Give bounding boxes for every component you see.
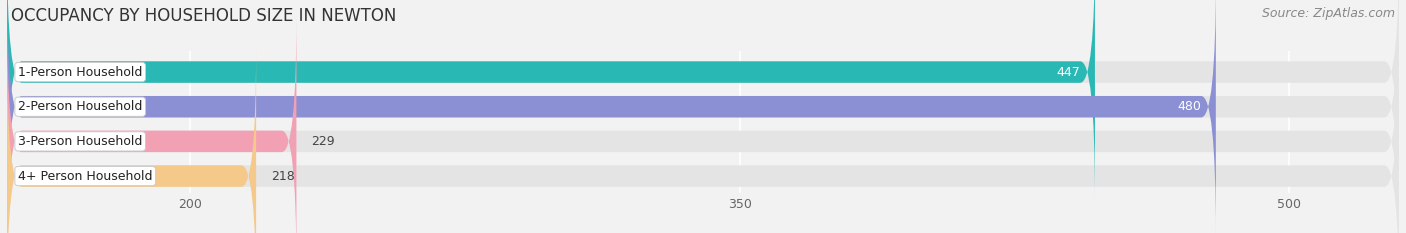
Text: 4+ Person Household: 4+ Person Household <box>18 170 152 183</box>
Text: 218: 218 <box>271 170 294 183</box>
FancyBboxPatch shape <box>7 0 1399 200</box>
Text: OCCUPANCY BY HOUSEHOLD SIZE IN NEWTON: OCCUPANCY BY HOUSEHOLD SIZE IN NEWTON <box>11 7 396 25</box>
Text: 2-Person Household: 2-Person Household <box>18 100 142 113</box>
Text: 229: 229 <box>311 135 335 148</box>
FancyBboxPatch shape <box>7 14 1399 233</box>
Text: 480: 480 <box>1177 100 1201 113</box>
Text: 3-Person Household: 3-Person Household <box>18 135 142 148</box>
Text: 1-Person Household: 1-Person Household <box>18 65 142 79</box>
FancyBboxPatch shape <box>7 0 1095 200</box>
FancyBboxPatch shape <box>7 0 1399 233</box>
FancyBboxPatch shape <box>7 48 1399 233</box>
Text: Source: ZipAtlas.com: Source: ZipAtlas.com <box>1261 7 1395 20</box>
FancyBboxPatch shape <box>7 14 297 233</box>
Text: 447: 447 <box>1056 65 1080 79</box>
FancyBboxPatch shape <box>7 0 1216 233</box>
FancyBboxPatch shape <box>7 48 256 233</box>
